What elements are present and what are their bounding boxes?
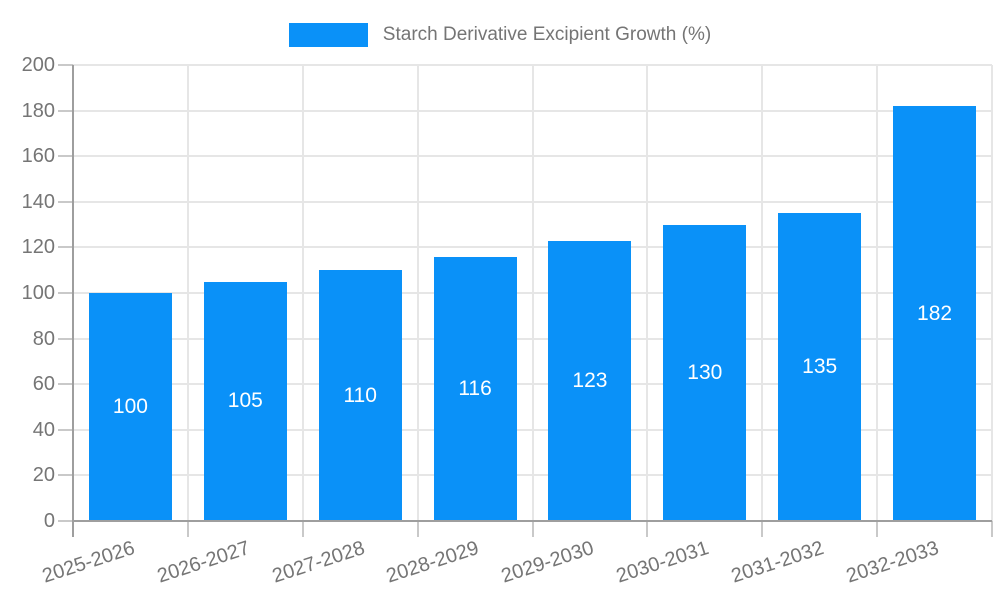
x-tick — [531, 521, 534, 537]
bar[interactable]: 110 — [318, 270, 402, 521]
x-tick — [186, 521, 189, 537]
x-gridline — [301, 65, 304, 521]
y-tick — [58, 292, 73, 294]
y-axis-label: 60 — [32, 373, 55, 396]
bar[interactable]: 100 — [88, 293, 172, 521]
x-tick — [876, 521, 879, 537]
bar-value-label: 110 — [343, 383, 377, 407]
bar-value-label: 116 — [458, 376, 492, 400]
y-tick — [58, 337, 73, 340]
y-axis-label: 160 — [21, 145, 55, 168]
bar-value-label: 135 — [802, 355, 838, 379]
x-gridline — [876, 65, 879, 521]
y-tick — [58, 64, 73, 66]
y-axis-label: 140 — [21, 190, 55, 213]
y-tick — [58, 383, 73, 386]
y-axis-label: 80 — [32, 327, 55, 350]
bar-value-label: 130 — [687, 360, 723, 384]
bar[interactable]: 123 — [548, 240, 632, 521]
x-gridline — [761, 65, 764, 521]
y-tick — [58, 428, 73, 431]
bar[interactable]: 182 — [893, 106, 977, 521]
bar[interactable]: 130 — [663, 224, 747, 521]
bar-value-label: 105 — [227, 389, 263, 413]
y-axis-label: 200 — [21, 54, 55, 76]
y-axis-label: 180 — [21, 99, 55, 122]
y-tick — [58, 155, 73, 158]
plot-area: 0 20 40 60 80 100 120 140 160 180 200 100 105 110 116 1… — [22, 54, 993, 587]
x-axis-label-anchor: 2032-2033 — [675, 537, 942, 587]
bar-value-label: 123 — [572, 368, 608, 392]
legend-label: Starch Derivative Excipient Growth (%) — [382, 24, 712, 45]
x-axis-label: 2032-2033 — [843, 537, 942, 588]
bar[interactable]: 116 — [433, 256, 517, 521]
y-axis-label: 0 — [43, 510, 55, 532]
legend-swatch — [288, 23, 368, 47]
x-gridline — [646, 65, 649, 521]
bar[interactable]: 135 — [778, 213, 862, 521]
x-gridline — [186, 65, 189, 521]
x-tick — [646, 521, 649, 537]
x-gridline — [531, 65, 534, 521]
x-gridline — [991, 65, 993, 521]
x-gridline — [416, 65, 419, 521]
y-axis-label: 40 — [32, 418, 55, 441]
x-axis-line — [73, 520, 992, 522]
y-tick — [58, 474, 73, 477]
y-tick — [58, 246, 73, 249]
x-tick — [761, 521, 764, 537]
x-tick — [301, 521, 304, 537]
bar[interactable]: 105 — [203, 281, 287, 521]
y-tick — [58, 109, 73, 112]
y-tick — [58, 200, 73, 203]
x-tick — [416, 521, 419, 537]
y-tick — [58, 520, 73, 522]
y-axis-label: 120 — [21, 236, 55, 259]
x-tick — [991, 521, 993, 537]
y-axis-label: 100 — [21, 282, 55, 304]
y-axis-label: 20 — [32, 464, 55, 487]
legend[interactable]: Starch Derivative Excipient Growth (%) — [0, 23, 1000, 47]
bar-value-label: 182 — [917, 301, 953, 325]
bar-value-label: 100 — [112, 395, 148, 418]
y-axis-line — [72, 65, 74, 537]
